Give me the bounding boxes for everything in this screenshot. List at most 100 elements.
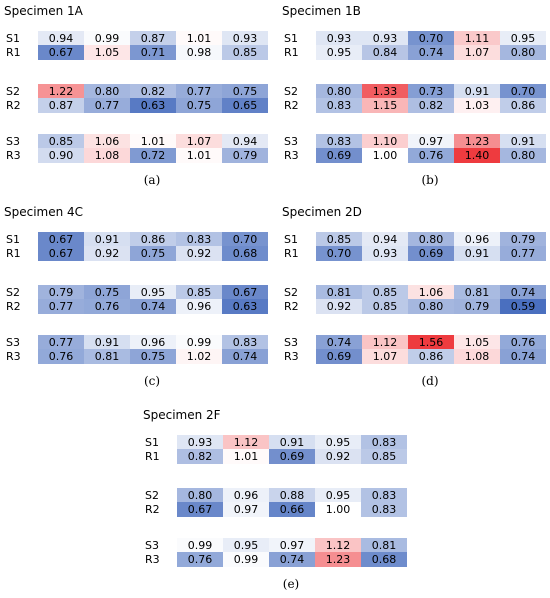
heatmap-cell: 0.82 [177,449,223,464]
heatmap-cell: 0.86 [130,232,176,247]
heatmap-cell: 0.76 [177,552,223,567]
heatmap-cell: 0.81 [84,349,130,364]
heatmap-cell: 0.79 [500,232,546,247]
heatmap-cell: 0.92 [176,246,222,261]
heatmap-cell: 0.77 [38,299,84,314]
heatmap-cell: 0.77 [176,84,222,99]
heatmap-cell: 0.76 [500,335,546,350]
heatmap-cell: 0.99 [177,538,223,553]
row-label: R3 [6,350,21,363]
heatmap-cell: 0.69 [316,349,362,364]
heatmap-cell: 1.01 [176,148,222,163]
heatmap-cell: 0.79 [454,299,500,314]
panel-d: Specimen 2D S1 0.85 0.94 0.80 0.96 0.79 R1 0.70 0… [282,205,550,395]
heatmap-cell: 1.08 [84,148,130,163]
heatmap-cell: 0.93 [362,246,408,261]
panel-title: Specimen 4C [4,205,84,219]
row-label: S1 [145,436,159,449]
panel-title: Specimen 1B [282,4,361,18]
heatmap-cell: 0.98 [176,45,222,60]
panel-a: Specimen 1A S1 0.94 0.99 0.87 1.01 0.93 R1 0.67 1… [4,4,274,194]
heatmap-cell: 0.99 [84,31,130,46]
row-label: S3 [284,135,298,148]
panel-b: Specimen 1B S1 0.93 0.93 0.70 1.11 0.95 R1 0.95 0… [282,4,550,194]
heatmap-cell: 0.59 [500,299,546,314]
heatmap-cell: 0.69 [269,449,315,464]
heatmap-cell: 0.96 [176,299,222,314]
heatmap-cell: 1.01 [223,449,269,464]
heatmap-cell: 0.92 [316,299,362,314]
heatmap-cell: 1.07 [454,45,500,60]
heatmap-cell: 1.01 [130,134,176,149]
panel-c: Specimen 4C S1 0.67 0.91 0.86 0.83 0.70 R1 0.67 0… [4,205,274,395]
heatmap-cell: 0.84 [362,45,408,60]
heatmap-cell: 0.75 [130,349,176,364]
heatmap-cell: 0.76 [84,299,130,314]
heatmap-cell: 0.75 [176,98,222,113]
row-label: S3 [284,336,298,349]
heatmap-cell: 0.76 [38,349,84,364]
heatmap-cell: 0.85 [361,449,407,464]
row-label: R2 [145,503,160,516]
row-label: S3 [6,336,20,349]
row-label: R3 [284,149,299,162]
heatmap-cell: 0.85 [176,285,222,300]
heatmap-cell: 0.70 [408,31,454,46]
heatmap-cell: 0.83 [361,435,407,450]
heatmap-cell: 0.91 [500,134,546,149]
heatmap-cell: 0.69 [408,246,454,261]
heatmap-cell: 0.97 [269,538,315,553]
heatmap-cell: 0.72 [130,148,176,163]
row-label: R2 [6,300,21,313]
row-label: R1 [284,46,299,59]
panel-caption: (d) [421,374,439,388]
heatmap-cell: 0.75 [130,246,176,261]
heatmap-cell: 0.95 [500,31,546,46]
heatmap-cell: 0.79 [222,148,268,163]
row-label: R3 [6,149,21,162]
heatmap-cell: 0.95 [130,285,176,300]
heatmap-cell: 0.67 [38,45,84,60]
heatmap-cell: 0.86 [500,98,546,113]
heatmap-cell: 0.73 [408,84,454,99]
heatmap-cell: 0.97 [408,134,454,149]
row-label: S1 [6,32,20,45]
heatmap-cell: 0.71 [130,45,176,60]
heatmap-cell: 0.99 [223,552,269,567]
heatmap-cell: 0.93 [316,31,362,46]
heatmap-cell: 0.75 [222,84,268,99]
heatmap-cell: 1.15 [362,98,408,113]
heatmap-cell: 1.07 [362,349,408,364]
heatmap-cell: 0.74 [269,552,315,567]
heatmap-cell: 0.80 [84,84,130,99]
heatmap-cell: 0.95 [315,435,361,450]
heatmap-cell: 0.77 [84,98,130,113]
heatmap-cell: 0.80 [177,488,223,503]
heatmap-cell: 1.06 [408,285,454,300]
heatmap-cell: 0.81 [316,285,362,300]
heatmap-cell: 1.03 [454,98,500,113]
heatmap-cell: 0.94 [38,31,84,46]
row-label: S1 [284,32,298,45]
heatmap-cell: 0.74 [500,349,546,364]
heatmap-cell: 1.10 [362,134,408,149]
row-label: S2 [284,85,298,98]
heatmap-cell: 0.96 [454,232,500,247]
heatmap-cell: 0.97 [223,502,269,517]
heatmap-cell: 1.33 [362,84,408,99]
heatmap-cell: 1.23 [315,552,361,567]
heatmap-cell: 0.96 [130,335,176,350]
heatmap-cell: 1.00 [315,502,361,517]
heatmap-cell: 0.77 [500,246,546,261]
heatmap-cell: 1.12 [362,335,408,350]
heatmap-cell: 0.67 [38,232,84,247]
heatmap-cell: 0.91 [454,84,500,99]
heatmap-cell: 0.70 [500,84,546,99]
row-label: R2 [284,300,299,313]
heatmap-cell: 0.85 [316,232,362,247]
heatmap-cell: 0.65 [222,98,268,113]
panel-title: Specimen 2D [282,205,362,219]
heatmap-cell: 1.05 [84,45,130,60]
heatmap-cell: 1.05 [454,335,500,350]
heatmap-cell: 1.22 [38,84,84,99]
